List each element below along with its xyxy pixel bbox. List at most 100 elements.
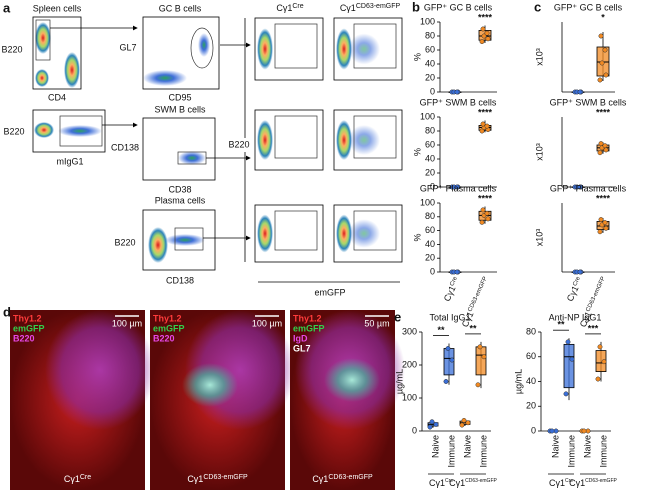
genotype-sup: CD63-emGFP xyxy=(356,3,401,10)
significance: *** xyxy=(588,323,599,333)
y-tick-label: 40 xyxy=(526,376,536,386)
population xyxy=(257,120,273,160)
population xyxy=(348,33,380,65)
point xyxy=(602,47,608,53)
x-tick-label: Immune xyxy=(478,435,488,468)
axis-label: CD138 xyxy=(111,142,139,152)
y-tick-label: 20 xyxy=(425,167,435,177)
stain-label: B220 xyxy=(13,333,35,343)
y-tick-label: 0 xyxy=(412,425,417,435)
axis-label: mIgG1 xyxy=(56,156,83,166)
chart-title: GFP⁺ SWM B cells xyxy=(550,97,627,107)
box xyxy=(563,343,575,389)
flow-plot xyxy=(142,117,216,181)
point xyxy=(597,229,603,235)
y-tick-label: 100 xyxy=(420,197,435,207)
genotype-label: Cγ1CD63-emGFP xyxy=(312,474,373,485)
population xyxy=(165,234,205,246)
y-tick-label: 20 xyxy=(425,253,435,263)
point xyxy=(597,77,603,83)
scale-label: 100 µm xyxy=(252,318,282,328)
point xyxy=(480,207,486,213)
gate xyxy=(174,227,204,251)
gate xyxy=(190,27,214,69)
y-axis-label: % xyxy=(412,148,422,156)
y-tick-label: 80 xyxy=(425,211,435,221)
point xyxy=(454,89,460,95)
stain-label: Thy1.2 xyxy=(293,313,322,323)
y-tick-label: 80 xyxy=(526,326,536,336)
y-tick-label: 0 xyxy=(430,86,435,96)
gate xyxy=(59,115,103,147)
point xyxy=(445,346,451,351)
point xyxy=(479,39,485,45)
panel-letter: e xyxy=(394,309,401,324)
y-tick-label: 20 xyxy=(425,72,435,82)
point xyxy=(427,424,433,430)
point xyxy=(479,219,485,225)
axis-label: CD38 xyxy=(168,184,191,194)
y-tick-label: 60 xyxy=(425,139,435,149)
plot-title: SWM B cells xyxy=(154,104,206,114)
genotype-label: Cγ1Cre xyxy=(565,275,585,303)
point xyxy=(481,354,487,360)
point xyxy=(597,150,603,156)
box xyxy=(475,346,487,376)
point xyxy=(484,123,490,129)
genotype-label: Cγ1CD63-emGFP xyxy=(569,478,617,488)
stain-label: emGFP xyxy=(13,323,45,333)
y-tick-label: 60 xyxy=(425,225,435,235)
significance: * xyxy=(601,12,605,22)
point xyxy=(429,419,435,425)
chart-title: GFP⁺ Plasma cells xyxy=(550,183,627,193)
point xyxy=(581,428,587,434)
population xyxy=(348,219,380,248)
point xyxy=(480,26,486,32)
stain-label: GL7 xyxy=(293,343,311,353)
population xyxy=(336,120,352,160)
point xyxy=(454,269,460,275)
y-tick-label: 300 xyxy=(402,326,417,336)
y-axis-label: x10³ xyxy=(534,48,544,66)
y-tick-label: 40 xyxy=(425,239,435,249)
axis-label: CD4 xyxy=(48,92,66,102)
gate xyxy=(353,115,397,159)
x-tick-label: Immune xyxy=(446,435,456,468)
x-tick-label: Naive xyxy=(462,435,472,458)
y-axis-label: x10³ xyxy=(534,143,544,161)
chart-title: GFP⁺ GC B cells xyxy=(424,2,493,12)
y-axis-label: x10³ xyxy=(534,229,544,247)
point xyxy=(598,141,604,147)
y-tick-label: 40 xyxy=(425,58,435,68)
genotype-sup: Cre xyxy=(292,3,303,10)
y-tick-label: 80 xyxy=(425,125,435,135)
gate xyxy=(274,115,318,159)
y-tick-label: 0 xyxy=(531,425,536,435)
population xyxy=(198,33,210,57)
y-tick-label: 60 xyxy=(526,351,536,361)
plot-title: GC B cells xyxy=(159,3,202,13)
x-tick-label: Immune xyxy=(566,435,576,468)
gate xyxy=(274,210,318,251)
point xyxy=(595,376,601,382)
plot-title: Plasma cells xyxy=(155,195,206,205)
panel-letter: a xyxy=(3,0,11,15)
genotype-label: Cγ1Cre xyxy=(64,474,91,485)
genotype-sup: CD63-emGFP xyxy=(585,478,617,484)
chart-title: GFP⁺ SWM B cells xyxy=(420,97,497,107)
genotype-sup: CD63-emGFP xyxy=(465,478,497,484)
point xyxy=(433,421,439,427)
germinal-center xyxy=(182,363,238,407)
genotype: Cγ1 xyxy=(276,3,292,13)
point xyxy=(443,379,449,384)
gate xyxy=(35,19,51,61)
scale-label: 50 µm xyxy=(364,318,389,328)
genotype-label: Cγ1Cre xyxy=(429,478,453,488)
axis-label: B220 xyxy=(228,139,249,149)
genotype-sup: Cre xyxy=(445,478,453,484)
tissue xyxy=(45,310,155,430)
y-axis-label: µg/mL xyxy=(513,369,523,394)
point xyxy=(603,225,609,231)
y-tick-label: 0 xyxy=(430,266,435,276)
